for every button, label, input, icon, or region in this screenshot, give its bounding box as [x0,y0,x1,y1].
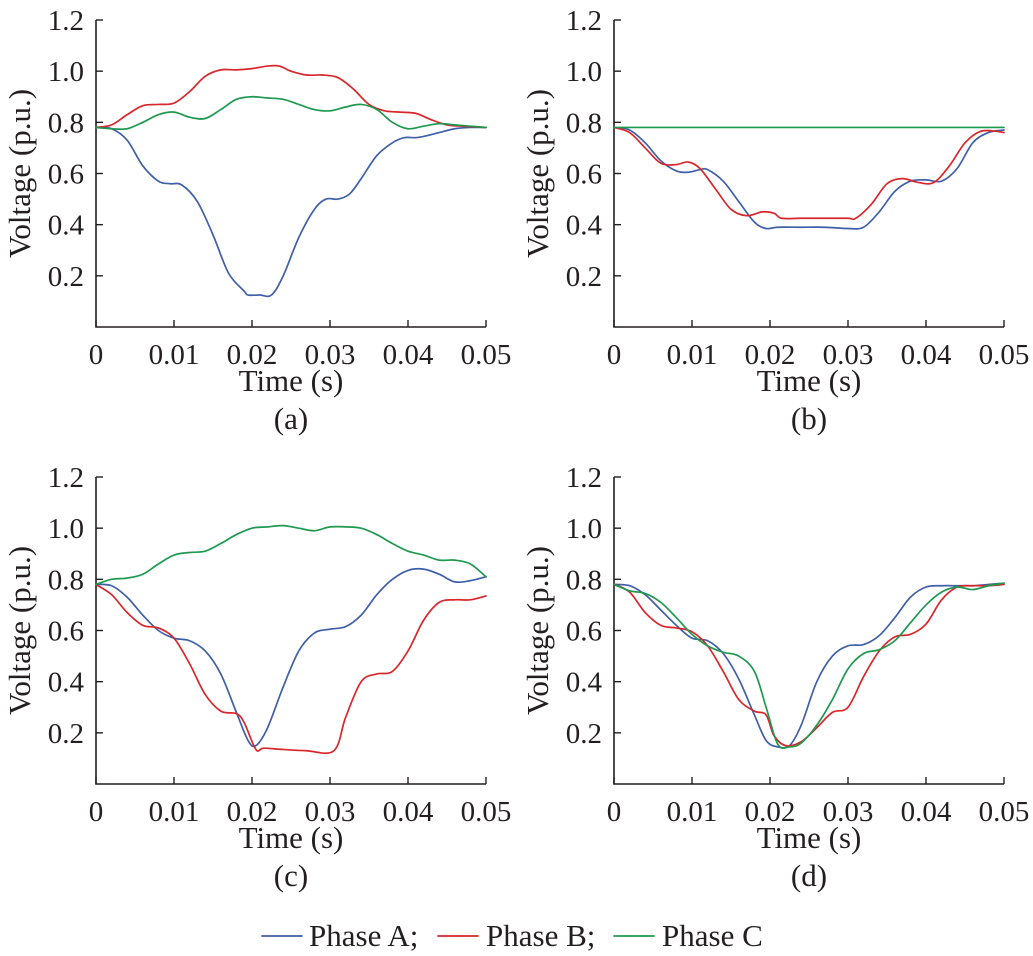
x-tick-label-b-4: 0.04 [901,339,952,371]
panel-label-d: (d) [791,858,827,893]
y-tick-label-d-1: 0.4 [566,667,603,699]
y-tick-label-a-2: 0.6 [48,159,84,191]
x-axis-title-b: Time (s) [757,363,862,398]
legend-label-phase-c: Phase C [662,918,763,953]
x-tick-label-a-1: 0.01 [149,339,200,371]
series-line-phase-b-a [95,64,487,129]
y-tick-label-c-2: 0.6 [48,616,84,648]
x-axis-title-d: Time (s) [757,820,862,855]
chart-panel-a: 0 0.01 0.02 0.03 0.04 0.05 0.2 0.4 0.6 0.8 1.0 1.2 T… [2,5,511,436]
legend-label-phase-a: Phase A; [309,918,418,953]
x-tick-label-d-4: 0.04 [901,796,952,828]
y-tick-label-b-4: 1.0 [566,56,602,88]
y-tick-label-a-1: 0.4 [48,210,85,242]
y-tick-label-b-1: 0.4 [566,210,603,242]
series-line-phase-b-b [613,126,1005,221]
series-line-phase-a-b [613,126,1005,230]
x-tick-label-d-0: 0 [607,796,622,828]
y-tick-label-c-3: 0.8 [48,564,84,596]
series-line-phase-a-c [95,567,487,748]
y-axis-title-a: Voltage (p.u.) [2,89,37,258]
x-tick-label-a-2: 0.02 [227,339,278,371]
x-tick-label-a-4: 0.04 [383,339,434,371]
axes-d [613,477,1004,785]
x-tick-label-c-2: 0.02 [227,796,278,828]
x-tick-label-a-5: 0.05 [461,339,512,371]
series-line-phase-b-c [95,583,487,755]
x-tick-label-b-3: 0.03 [823,339,874,371]
x-tick-label-d-1: 0.01 [667,796,718,828]
y-tick-label-a-4: 1.0 [48,56,84,88]
chart-panel-c: 0 0.01 0.02 0.03 0.04 0.05 0.2 0.4 0.6 0.8 1.0 1.2 T… [2,462,511,893]
x-tick-label-c-0: 0 [89,796,104,828]
y-tick-label-c-5: 1.2 [48,462,84,494]
y-tick-label-d-4: 1.0 [566,513,602,545]
x-axis-title-a: Time (s) [239,363,344,398]
y-tick-label-b-2: 0.6 [566,159,602,191]
y-tick-label-c-4: 1.0 [48,513,84,545]
x-tick-label-a-3: 0.03 [305,339,356,371]
y-tick-label-d-5: 1.2 [566,462,602,494]
series-line-phase-b-d [613,583,1005,747]
y-tick-label-a-3: 0.8 [48,107,84,139]
x-tick-label-d-5: 0.05 [979,796,1030,828]
series-line-phase-c-a [95,95,487,131]
panel-label-b: (b) [791,401,827,436]
y-tick-label-d-2: 0.6 [566,616,602,648]
x-tick-label-c-4: 0.04 [383,796,434,828]
y-axis-title-d: Voltage (p.u.) [520,546,555,715]
x-tick-label-b-0: 0 [607,339,622,371]
series-line-phase-a-a [95,126,487,298]
y-tick-label-b-3: 0.8 [566,107,602,139]
x-tick-label-c-1: 0.01 [149,796,200,828]
y-axis-title-b: Voltage (p.u.) [520,89,555,258]
x-axis-title-c: Time (s) [239,820,344,855]
series-line-phase-a-d [613,582,1005,749]
x-tick-label-c-3: 0.03 [305,796,356,828]
series-line-phase-c-d [613,582,1005,750]
x-tick-label-b-2: 0.02 [745,339,796,371]
x-tick-label-b-1: 0.01 [667,339,718,371]
y-tick-label-d-0: 0.2 [566,718,602,750]
legend-label-phase-b: Phase B; [486,918,595,953]
axes-a [95,20,486,328]
x-tick-label-d-3: 0.03 [823,796,874,828]
series-line-phase-c-c [95,524,487,586]
y-tick-label-b-0: 0.2 [566,261,602,293]
x-tick-label-b-5: 0.05 [979,339,1030,371]
panel-label-a: (a) [274,401,308,436]
chart-panel-d: 0 0.01 0.02 0.03 0.04 0.05 0.2 0.4 0.6 0.8 1.0 1.2 T… [520,462,1029,893]
x-tick-label-c-5: 0.05 [461,796,512,828]
x-tick-label-d-2: 0.02 [745,796,796,828]
y-axis-title-c: Voltage (p.u.) [2,546,37,715]
legend: Phase A; Phase B; Phase C [261,918,763,953]
panel-label-c: (c) [274,858,308,893]
y-tick-label-d-3: 0.8 [566,564,602,596]
axes-c [95,477,486,785]
x-tick-label-a-0: 0 [89,339,104,371]
y-tick-label-a-5: 1.2 [48,5,84,37]
y-tick-label-c-1: 0.4 [48,667,85,699]
y-tick-label-a-0: 0.2 [48,261,84,293]
y-tick-label-c-0: 0.2 [48,718,84,750]
y-tick-label-b-5: 1.2 [566,5,602,37]
axes-b [613,20,1004,328]
chart-panel-b: 0 0.01 0.02 0.03 0.04 0.05 0.2 0.4 0.6 0.8 1.0 1.2 T… [520,5,1029,436]
